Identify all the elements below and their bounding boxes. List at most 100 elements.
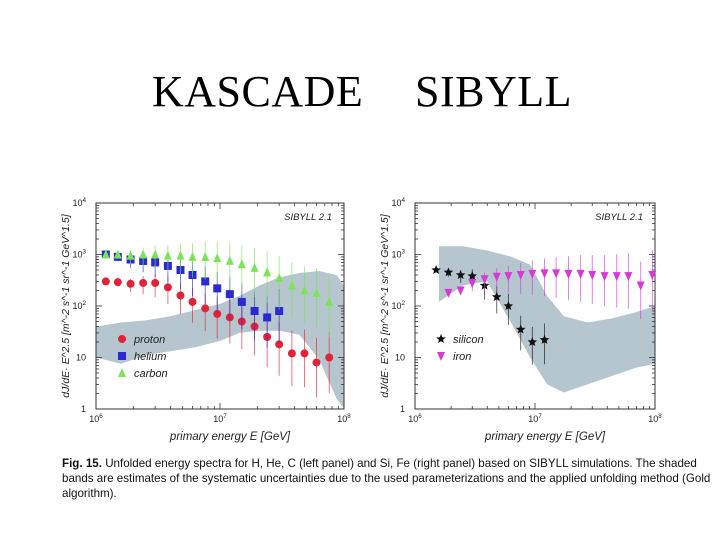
panel-1-proton-point [188,297,197,306]
panel-1-carbon-point [225,255,234,265]
panel-2-silicon-point [527,337,538,346]
panel-1-legend-proton-label: proton [133,334,165,346]
panel-1-carbon-point [163,250,172,260]
panel-2-iron-point [612,272,621,282]
panel-2-iron-point [564,269,573,279]
panel-1-carbon-point [325,296,334,306]
panel-1-legend-helium-marker [118,352,126,360]
panel-2-iron-point [588,270,597,280]
panel-2-silicon-point [503,301,514,310]
panel-2-y-tick-label: 103 [391,249,405,260]
panel-1-helium-point [237,297,246,306]
panel-1-proton-point [126,279,135,288]
panel-2-iron-point [648,270,657,280]
panel-2-y-tick-label: 102 [391,300,405,311]
panel-2-silicon-point [455,270,466,279]
panel-1-carbon-point [201,251,210,261]
panel-1-legend-carbon-label: carbon [134,368,168,380]
panel-1-carbon-point [287,280,296,290]
panel-2-silicon-point [492,291,502,301]
panel-1-carbon-point [139,249,148,259]
panel-1-helium-point [275,306,284,315]
panel-2-iron-point [600,272,609,282]
caption-text: Unfolded energy spectra for H, He, C (le… [62,457,711,500]
panel-2-silicon-point [443,267,454,277]
panel-1-proton-point [101,277,110,286]
panel-1-carbon-point [237,259,246,269]
panel-2-legend-silicon-marker [436,334,446,343]
panel-1-carbon-point [213,253,222,263]
panel-1-chart-title: SIBYLL 2.1 [284,212,332,223]
panel-2-legend-iron-label: iron [453,351,471,363]
panel-2-legend-iron-marker [437,352,445,361]
panel-2-iron-point [540,269,549,279]
panel-1-legend-helium-label: helium [134,351,166,363]
panel-2-chart-title: SIBYLL 2.1 [595,212,643,223]
panel-2-silicon-point [539,334,550,344]
panel-2-iron-point [480,275,489,285]
panel-1-carbon-point [250,262,259,272]
panel-1-carbon-point [113,249,122,259]
panel-1-y-tick-label: 10 [76,353,86,363]
panel-1-x-tick-label: 108 [337,413,351,424]
panel-2-x-tick-label: 106 [408,413,422,424]
panel-1-y-tick-label: 102 [72,300,86,311]
panel-1-proton-point [113,278,122,287]
panel-2-x-axis-label: primary energy E [GeV] [484,431,606,443]
panel-2-silicon-point [515,324,526,334]
slide-title-kascade: KASCADE [152,67,364,116]
panel-1-proton-point [275,340,284,349]
panel-2-silicon-point [467,271,477,281]
panel-1-proton-point [300,349,309,358]
panel-1-proton-point [139,278,148,287]
panel-1-y-tick-label: 103 [72,249,86,260]
panel-1-proton-point [287,349,296,358]
panel-1-x-tick-label: 107 [213,413,227,424]
panel-2-iron-point [636,281,645,291]
panel-2-iron-point [456,286,465,296]
panel-1-x-axis-label: primary energy E [GeV] [169,431,291,443]
figure-caption: Fig. 15. Unfolded energy spectra for H, … [62,456,712,501]
panel-2-iron-point [492,272,501,282]
panel-1-x-tick-label: 106 [89,413,103,424]
panel-2-systematic-band [439,246,655,393]
panel-1-proton-point [325,353,334,362]
panel-2-silicon-point [431,265,441,274]
panel-2-y-tick-label: 1 [400,404,405,414]
panel-2-x-tick-label: 108 [648,413,662,424]
panel-1-helium-point [225,290,234,299]
panel-2-iron-point [504,272,513,282]
panel-1-carbon-point [312,287,321,297]
panel-1-carbon-point [188,251,197,261]
panel-1-proton-point [201,304,210,313]
panel-2-iron-point [624,272,633,282]
panel-1-proton-point [312,358,321,367]
panel-2-legend-silicon-label: silicon [453,334,484,346]
slide-title: KASCADE SIBYLL [0,66,720,126]
slide-title-sibyll: SIBYLL [415,67,572,116]
caption-label: Fig. 15. [62,457,102,470]
panel-1-legend-proton-marker [118,335,126,343]
panel-1-proton-point [176,291,185,300]
panel-2-y-axis-label: dJ/dE· E^2.5 [m^-2 s^-1 sr^-1 GeV^1.5] [379,213,391,397]
panel-1-proton-point [163,283,172,292]
panel-1-carbon-point [263,267,272,277]
panel-2-iron-point [516,270,525,280]
panel-1-carbon-point [275,272,284,282]
panel-1-carbon-point [300,285,309,295]
panel-1-proton-point [151,278,160,287]
panel-1-carbon-point [126,250,135,260]
panel-1-y-tick-label: 104 [72,197,86,208]
panel-2-iron-point [528,269,537,279]
panel-1-helium-point [213,284,222,293]
panel-2-iron-point [576,269,585,279]
panel-1-helium-point [250,306,259,315]
panel-1-proton-point [213,309,222,318]
panel-2-iron-point [444,288,453,298]
panel-2-iron-point [552,269,561,279]
panel-2-x-tick-label: 107 [528,413,542,424]
panel-1-carbon-point [176,250,185,260]
panel-2-y-tick-label: 10 [395,353,405,363]
panel-1-systematic-band [96,271,344,409]
